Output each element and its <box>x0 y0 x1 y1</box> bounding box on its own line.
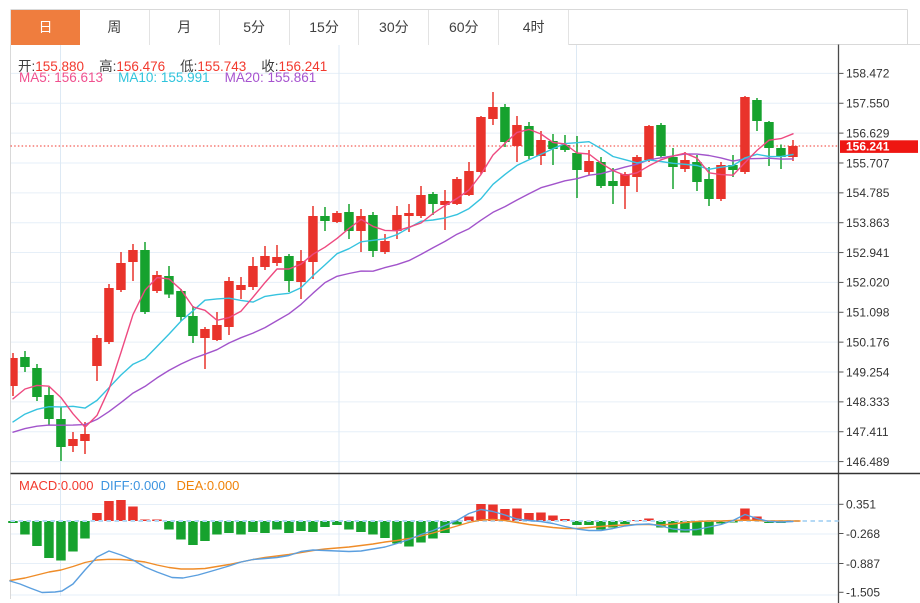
svg-text:146.489: 146.489 <box>846 455 890 469</box>
svg-text:153.863: 153.863 <box>846 216 890 230</box>
svg-text:156.241: 156.241 <box>846 140 890 154</box>
svg-text:154.785: 154.785 <box>846 186 890 200</box>
svg-text:157.550: 157.550 <box>846 97 890 111</box>
svg-text:-0.268: -0.268 <box>846 527 880 541</box>
svg-text:149.254: 149.254 <box>846 365 890 379</box>
svg-text:148.333: 148.333 <box>846 395 890 409</box>
svg-text:-1.505: -1.505 <box>846 586 880 600</box>
svg-text:-0.887: -0.887 <box>846 557 880 571</box>
svg-text:158.472: 158.472 <box>846 67 890 81</box>
svg-text:156.629: 156.629 <box>846 126 890 140</box>
svg-text:155.707: 155.707 <box>846 156 890 170</box>
svg-text:147.411: 147.411 <box>846 425 889 439</box>
svg-text:151.098: 151.098 <box>846 306 890 320</box>
svg-text:150.176: 150.176 <box>846 335 890 349</box>
svg-text:0.351: 0.351 <box>846 498 876 512</box>
svg-text:152.020: 152.020 <box>846 276 890 290</box>
svg-text:152.941: 152.941 <box>846 246 890 260</box>
